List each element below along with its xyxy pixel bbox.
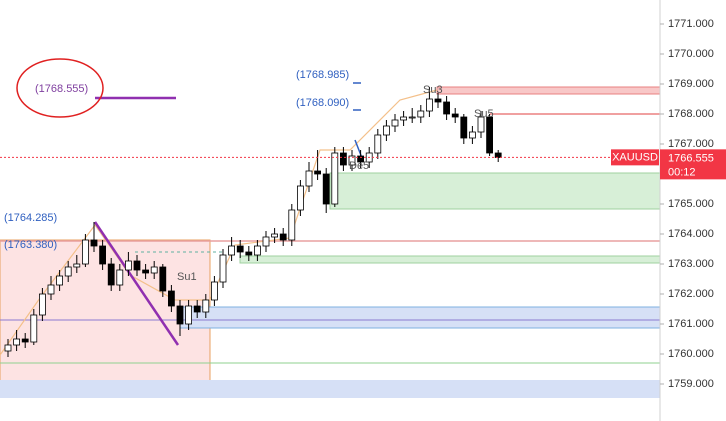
candle-body [167, 290, 175, 307]
candle-body [150, 266, 158, 274]
candle-body [322, 173, 330, 205]
candle-body [245, 251, 253, 256]
symbol-tag [611, 149, 659, 166]
candle-body [193, 305, 201, 313]
candle-body [116, 269, 124, 286]
candle-body [443, 101, 451, 115]
candle-body [331, 152, 339, 205]
candle-body [279, 233, 287, 241]
candle-body [90, 239, 98, 247]
candle-body [228, 245, 236, 256]
annotation: De5 [349, 160, 369, 172]
candle-body [348, 155, 356, 166]
candle-body [288, 209, 296, 241]
y-tick-label: 1765.000 [668, 198, 714, 210]
candle-body [434, 98, 442, 103]
candle-body [176, 305, 184, 325]
candle-body [262, 236, 270, 247]
annotation: Su5 [474, 108, 494, 120]
y-tick-label: 1762.000 [668, 288, 714, 300]
candle-body [460, 116, 468, 139]
candle-body [133, 260, 141, 271]
candle-body [56, 275, 63, 286]
candle-body [107, 263, 115, 286]
blue-zone [179, 306, 661, 329]
symbol-label: XAUUSD [612, 151, 658, 163]
green-zone [239, 255, 661, 264]
candle-body [253, 245, 261, 256]
red-zone [436, 86, 661, 95]
candle-body [486, 116, 494, 154]
annotation: Su1 [177, 271, 197, 283]
y-tick-label: 1764.000 [668, 228, 714, 240]
candle-body [21, 338, 29, 343]
candle-body [296, 185, 304, 211]
candle-body [4, 344, 12, 352]
candle-body [425, 98, 433, 112]
candle-body [47, 284, 55, 295]
candle-body [339, 152, 347, 166]
candle-body [30, 314, 38, 343]
candle-body [159, 266, 167, 292]
annotation: (1768.555) [35, 83, 88, 95]
candle-body [400, 116, 408, 121]
annotation: (1763.380) [4, 239, 57, 251]
candle-body [73, 263, 81, 268]
candle-body [477, 116, 485, 133]
y-tick-label: 1770.000 [668, 48, 714, 60]
y-tick-label: 1771.000 [668, 18, 714, 30]
annotation: Su3 [423, 84, 443, 96]
candle-body [202, 299, 210, 313]
candle-body [210, 281, 218, 301]
y-tick-label: 1768.000 [668, 108, 714, 120]
last-price-label: 1766.555 [668, 152, 714, 164]
candle-body [314, 170, 322, 175]
candle-body [185, 305, 193, 325]
candle-body [408, 116, 416, 119]
candle-body [82, 239, 89, 265]
candle-body [305, 170, 313, 187]
annotation: (1768.985) [296, 69, 349, 81]
candle-body [13, 338, 21, 346]
candle-body [39, 293, 46, 316]
price-tag [660, 149, 726, 180]
price-axis [660, 0, 726, 421]
candle-body [125, 260, 132, 271]
highlight-circle [16, 58, 104, 118]
candle-body [99, 245, 106, 265]
annotation: (1768.090) [296, 97, 349, 109]
candle-body [219, 254, 227, 283]
trend-line [93, 221, 180, 346]
candle-body [236, 245, 244, 253]
y-tick-label: 1761.000 [668, 318, 714, 330]
y-tick-label: 1767.000 [668, 138, 714, 150]
annotation: (1764.285) [4, 212, 57, 224]
candle-body [382, 125, 390, 136]
candle-body [494, 152, 502, 158]
candle-body [417, 110, 425, 118]
green-zone [329, 172, 661, 210]
candle-body [64, 266, 72, 277]
candle-body [468, 131, 476, 139]
candle-body [374, 134, 382, 154]
candle-body [142, 269, 150, 274]
y-tick-label: 1763.000 [668, 258, 714, 270]
candle-body [391, 119, 399, 127]
y-tick-label: 1760.000 [668, 348, 714, 360]
candle-body [451, 113, 459, 118]
y-tick-label: 1769.000 [668, 78, 714, 90]
countdown: 00:12 [668, 166, 696, 178]
candle-body [357, 155, 365, 163]
y-tick-label: 1759.000 [668, 378, 714, 390]
candle-body [271, 233, 279, 238]
blue-zone [0, 380, 660, 398]
